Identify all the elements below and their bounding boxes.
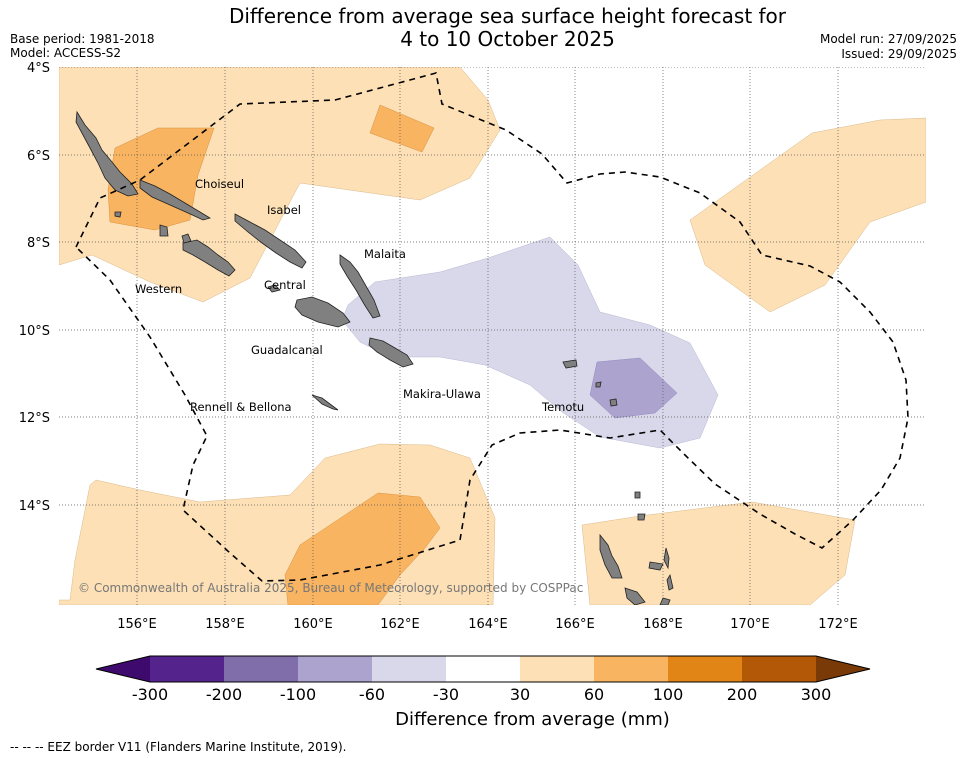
- island-vella-lavella: [159, 224, 169, 237]
- colorbar-tick: 200: [727, 685, 758, 704]
- model-run-date: Model run: 27/09/2025: [819, 32, 957, 46]
- island-small-1: [595, 381, 602, 388]
- island-small-3: [659, 597, 671, 605]
- colorbar-segment: [372, 656, 446, 682]
- lon-label: 156°E: [117, 617, 157, 632]
- lon-label: 164°E: [468, 617, 508, 632]
- colorbar-segment: [816, 656, 870, 682]
- colorbar-tick: 30: [510, 685, 530, 704]
- island-vanuatu-maewo: [663, 547, 670, 570]
- model-name: Model: ACCESS-S2: [10, 46, 122, 60]
- colorbar-segment: [150, 656, 224, 682]
- latitude-labels: 4°S 6°S 8°S 10°S 12°S 14°S: [19, 61, 50, 514]
- issued-date: Issued: 29/09/2025: [841, 47, 957, 61]
- anomaly-region-north-high: [369, 104, 435, 153]
- lon-label: 168°E: [643, 617, 683, 632]
- colorbar-segment: [594, 656, 668, 682]
- label-western: Western: [135, 282, 182, 296]
- island-small-4: [114, 211, 122, 218]
- lon-label: 172°E: [818, 617, 858, 632]
- colorbar-segment: [224, 656, 298, 682]
- label-guadalcanal: Guadalcanal: [251, 343, 323, 357]
- colorbar-tick: -60: [359, 685, 385, 704]
- longitude-labels: 156°E 158°E 160°E 162°E 164°E 166°E 168°…: [117, 617, 858, 632]
- colorbar-segment: [446, 656, 520, 682]
- colorbar-outline: [95, 655, 871, 683]
- label-temotu: Temotu: [541, 400, 584, 414]
- colorbar-label: Difference from average (mm): [395, 709, 670, 730]
- colorbar-segment: [742, 656, 816, 682]
- island-central: [267, 284, 281, 293]
- island-vanuatu-north: [599, 533, 623, 579]
- land-masses: [75, 110, 674, 605]
- lat-label: 6°S: [27, 149, 50, 164]
- eez-border-legend: -- -- -- EEZ border V11 (Flanders Marine…: [10, 740, 347, 754]
- label-choiseul: Choiseul: [195, 177, 244, 191]
- colorbar-tick: -200: [206, 685, 242, 704]
- island-choiseul: [139, 179, 211, 221]
- lon-label: 170°E: [730, 617, 770, 632]
- island-isabel: [234, 213, 307, 269]
- island-vanuatu-santo: [624, 587, 646, 605]
- colorbar-segment: [668, 656, 742, 682]
- province-labels: Choiseul Isabel Malaita Western Central …: [135, 177, 584, 414]
- lon-label: 162°E: [380, 617, 420, 632]
- colorbar-tick: -30: [433, 685, 459, 704]
- island-malaita: [339, 254, 381, 319]
- colorbar-segment: [96, 656, 150, 682]
- lat-label: 4°S: [27, 61, 50, 76]
- colorbar-tick: 300: [801, 685, 832, 704]
- island-small-2: [634, 491, 641, 499]
- colorbar-segment: [520, 656, 594, 682]
- island-new-georgia: [182, 239, 236, 277]
- island-santa-cruz: [562, 359, 578, 369]
- island-bougainville: [75, 110, 139, 197]
- lat-label: 14°S: [19, 499, 50, 514]
- lon-label: 160°E: [293, 617, 333, 632]
- island-vanuatu-ambae: [648, 561, 664, 571]
- colorbar-segment: [298, 656, 372, 682]
- island-torres: [637, 513, 646, 521]
- copyright-notice: © Commonwealth of Australia 2025, Bureau…: [78, 581, 583, 595]
- label-malaita: Malaita: [364, 247, 406, 261]
- island-rennell: [311, 394, 339, 411]
- label-makira-ulawa: Makira-Ulawa: [403, 387, 481, 401]
- lat-label: 8°S: [27, 236, 50, 251]
- island-kolombangara: [181, 233, 192, 244]
- island-makira: [368, 337, 414, 368]
- label-isabel: Isabel: [267, 203, 301, 217]
- anomaly-region-southeast: [581, 501, 856, 605]
- anomaly-region-east: [689, 117, 926, 313]
- lat-label: 10°S: [19, 324, 50, 339]
- gridlines: [59, 67, 926, 605]
- chart-title-line1: Difference from average sea surface heig…: [228, 4, 787, 28]
- colorbar-tick: 60: [584, 685, 604, 704]
- island-guadalcanal: [294, 296, 351, 328]
- colorbar-tick: 100: [653, 685, 684, 704]
- colorbar: -300 -200 -100 -60 -30 30 60 100 200 300: [95, 655, 871, 704]
- label-central: Central: [264, 278, 306, 292]
- map-area: Choiseul Isabel Malaita Western Central …: [59, 67, 926, 605]
- lon-label: 166°E: [555, 617, 595, 632]
- island-utupua: [609, 398, 618, 407]
- label-rennell-bellona: Rennell & Bellona: [190, 400, 292, 414]
- chart-title-line2: 4 to 10 October 2025: [400, 27, 615, 51]
- lon-label: 158°E: [205, 617, 245, 632]
- lat-label: 12°S: [19, 411, 50, 426]
- island-vanuatu-pentecost: [666, 573, 674, 591]
- base-period: Base period: 1981-2018: [10, 32, 155, 46]
- colorbar-tick: -100: [280, 685, 316, 704]
- colorbar-ticks: -300 -200 -100 -60 -30 30 60 100 200 300: [132, 685, 831, 704]
- colorbar-tick: -300: [132, 685, 168, 704]
- anomaly-region-south-high: [284, 492, 441, 605]
